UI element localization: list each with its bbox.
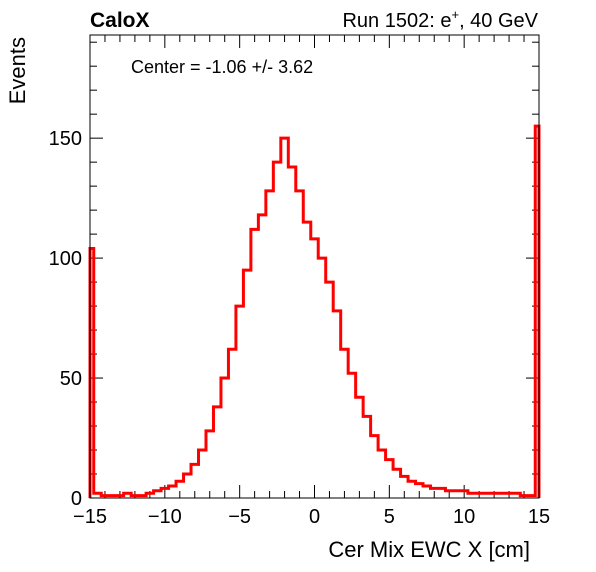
run-label-suffix: , 40 GeV [459,10,539,32]
y-tick-label: 50 [60,368,82,390]
run-label-superscript: + [451,7,459,22]
x-tick-label: −15 [73,506,107,528]
plot-frame [89,34,540,499]
x-tick-label: 15 [528,506,550,528]
histogram-line [88,124,541,498]
x-tick-label: 10 [453,506,475,528]
run-label: Run 1502: e+, 40 GeV [342,7,538,32]
x-axis-title: Cer Mix EWC X [cm] [328,537,530,562]
axis-ticks [89,35,540,499]
y-tick-labels: 0 50 100 150 [49,128,82,510]
x-tick-label: 5 [384,506,395,528]
run-label-prefix: Run 1502: e [342,10,451,32]
y-tick-label: 0 [71,488,82,510]
center-annotation: Center = -1.06 +/- 3.62 [131,57,313,77]
x-tick-label: 0 [309,506,320,528]
y-tick-label: 100 [49,248,82,270]
x-tick-label: −10 [148,506,182,528]
y-tick-label: 150 [49,128,82,150]
calox-label: CaloX [90,9,150,32]
y-axis-title: Events [5,37,30,104]
x-tick-labels: −15 −10 −5 0 5 10 15 [73,506,550,528]
x-tick-label: −5 [228,506,251,528]
